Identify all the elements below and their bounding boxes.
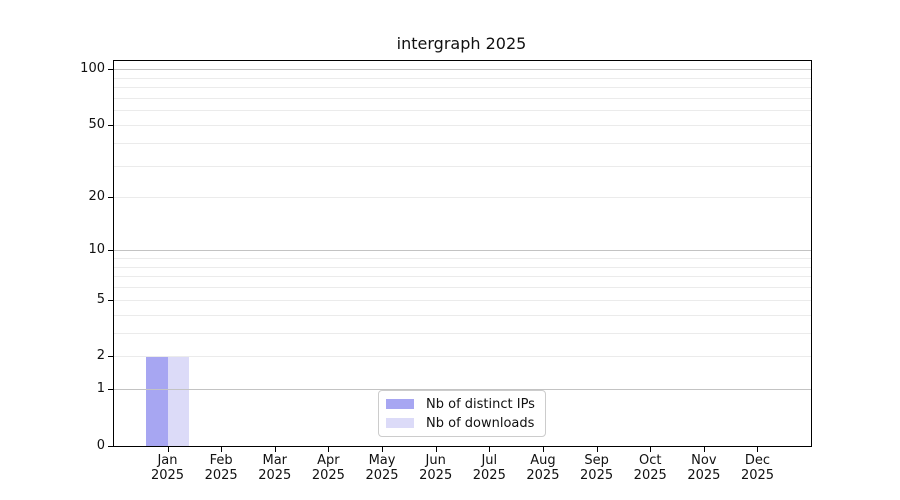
x-tick-mark [542, 447, 544, 452]
major-gridline [114, 250, 811, 252]
minor-gridline [114, 276, 811, 278]
x-tick-mark [757, 447, 759, 452]
minor-gridline [114, 287, 811, 289]
minor-gridline [114, 299, 811, 301]
y-tick-mark [108, 299, 113, 301]
x-tick-label: Dec 2025 [740, 453, 775, 483]
y-tick-mark [108, 250, 113, 252]
y-tick-mark [108, 124, 113, 126]
y-tick-label: 1 [96, 381, 105, 397]
bar-distinct-ips [146, 356, 168, 446]
minor-gridline [114, 124, 811, 126]
minor-gridline [114, 97, 811, 99]
x-tick-label: May 2025 [365, 453, 399, 483]
y-tick-mark [108, 356, 113, 358]
x-tick-label: Aug 2025 [526, 453, 560, 483]
x-tick-mark [435, 447, 437, 452]
y-tick-mark [108, 197, 113, 199]
minor-gridline [114, 77, 811, 79]
y-tick-mark [108, 389, 113, 391]
x-tick-label: Sep 2025 [580, 453, 614, 483]
x-tick-label: Jan 2025 [150, 453, 185, 483]
y-tick-label: 2 [96, 348, 105, 364]
x-tick-mark [221, 447, 223, 452]
y-tick-label: 50 [88, 116, 105, 132]
plot-area: 0 1 2 5 10 20 50 100 Jan 2025 Feb 2025 Mar 2025 Apr… [80, 60, 812, 483]
legend-swatch-distinct-ips [386, 399, 414, 409]
x-tick-mark [328, 447, 330, 452]
legend-entry: Nb of distinct IPs [386, 396, 535, 412]
chart-title: intergraph 2025 [396, 34, 527, 53]
legend-label: Nb of downloads [426, 415, 535, 431]
x-tick-label: Apr 2025 [311, 453, 345, 483]
minor-gridline [114, 197, 811, 199]
y-tick-label: 10 [88, 242, 105, 258]
x-tick-label: Mar 2025 [258, 453, 292, 483]
x-tick-mark [274, 447, 276, 452]
x-tick-mark [703, 447, 705, 452]
x-tick-mark [650, 447, 652, 452]
minor-gridline [114, 110, 811, 112]
legend-swatch-downloads [386, 418, 414, 428]
bar-downloads [167, 356, 189, 446]
minor-gridline [114, 356, 811, 358]
minor-gridline [114, 332, 811, 334]
x-tick-mark [489, 447, 491, 452]
x-tick-label: Oct 2025 [633, 453, 667, 483]
x-tick-label: Feb 2025 [204, 453, 238, 483]
x-tick-label: Nov 2025 [687, 453, 721, 483]
major-gridline [114, 389, 811, 391]
x-tick-mark [596, 447, 598, 452]
legend: Nb of distinct IPs Nb of downloads [378, 390, 546, 437]
legend-entry: Nb of downloads [386, 415, 535, 431]
y-tick-label: 0 [96, 438, 105, 453]
y-tick-label: 20 [88, 189, 105, 205]
minor-gridline [114, 258, 811, 259]
legend-label: Nb of distinct IPs [426, 396, 535, 412]
x-tick-label: Jun 2025 [419, 453, 453, 483]
y-tick-mark [108, 69, 113, 71]
x-tick-mark [167, 447, 169, 452]
minor-gridline [114, 266, 811, 268]
major-gridline [114, 69, 811, 71]
minor-gridline [114, 142, 811, 144]
y-tick-label: 100 [80, 61, 105, 77]
x-tick-label: Jul 2025 [472, 453, 506, 483]
y-tick-mark [108, 446, 113, 447]
x-tick-mark [382, 447, 384, 452]
minor-gridline [114, 165, 811, 167]
y-tick-label: 5 [96, 291, 105, 307]
minor-gridline [114, 314, 811, 316]
minor-gridline [114, 87, 811, 89]
